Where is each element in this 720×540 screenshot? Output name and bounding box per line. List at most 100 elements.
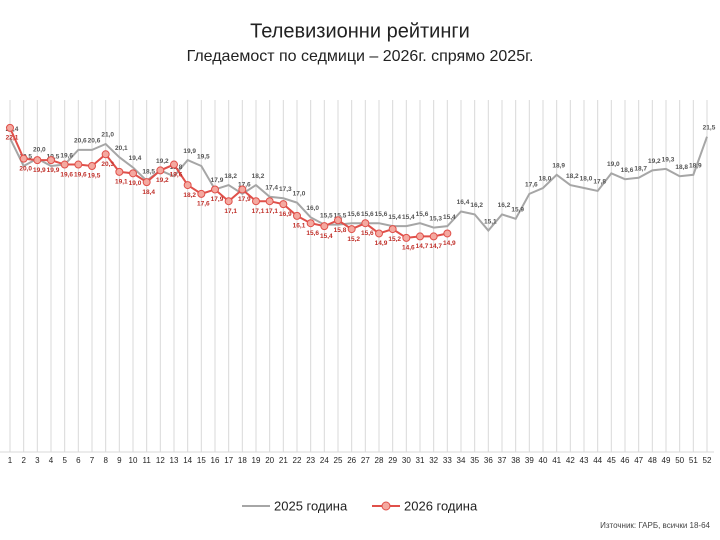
data-label: 18,6 bbox=[621, 167, 634, 174]
x-tick-label: 22 bbox=[293, 456, 302, 465]
marker bbox=[320, 222, 329, 231]
x-tick-label: 2 bbox=[21, 456, 26, 465]
x-tick-label: 40 bbox=[539, 456, 548, 465]
data-label: 18,5 bbox=[142, 168, 155, 175]
x-tick-label: 19 bbox=[252, 456, 261, 465]
data-label: 17,6 bbox=[238, 182, 251, 189]
data-label: 17,1 bbox=[265, 208, 278, 215]
marker bbox=[429, 232, 438, 241]
marker bbox=[33, 156, 42, 165]
x-tick-label: 1 bbox=[8, 456, 13, 465]
marker bbox=[306, 219, 315, 228]
x-tick-label: 25 bbox=[334, 456, 343, 465]
marker bbox=[224, 197, 233, 206]
data-label: 15,4 bbox=[443, 214, 456, 221]
data-label: 19,1 bbox=[115, 179, 128, 186]
data-label: 18,2 bbox=[566, 173, 579, 180]
x-tick-label: 36 bbox=[484, 456, 493, 465]
data-label: 20,0 bbox=[19, 165, 32, 172]
marker bbox=[416, 232, 424, 241]
x-tick-label: 29 bbox=[388, 456, 397, 465]
data-label: 18,7 bbox=[634, 165, 647, 172]
data-label: 19,5 bbox=[197, 154, 210, 161]
marker bbox=[265, 197, 274, 206]
data-label: 17,6 bbox=[197, 201, 210, 208]
marker bbox=[211, 185, 219, 194]
x-tick-label: 33 bbox=[443, 456, 452, 465]
marker bbox=[74, 160, 83, 169]
data-label: 18,8 bbox=[675, 164, 688, 171]
data-label: 18,9 bbox=[689, 163, 702, 170]
marker bbox=[47, 156, 55, 165]
marker bbox=[347, 225, 356, 234]
x-tick-label: 9 bbox=[117, 456, 122, 465]
x-tick-label: 16 bbox=[211, 456, 220, 465]
data-label: 17,8 bbox=[593, 179, 606, 186]
x-tick-label: 26 bbox=[347, 456, 356, 465]
data-label: 15,4 bbox=[320, 233, 333, 240]
x-tick-label: 18 bbox=[238, 456, 247, 465]
data-label: 15,5 bbox=[334, 212, 347, 219]
data-label: 17,3 bbox=[279, 186, 292, 193]
x-tick-label: 42 bbox=[566, 456, 575, 465]
data-label: 15,6 bbox=[375, 211, 388, 218]
x-tick-label: 41 bbox=[552, 456, 561, 465]
x-tick-label: 5 bbox=[62, 456, 67, 465]
data-label: 18,0 bbox=[580, 176, 593, 183]
data-label: 15,6 bbox=[416, 211, 429, 218]
source-note: Източник: ГАРБ, всички 18-64 bbox=[600, 521, 710, 530]
legend-label: 2025 година bbox=[274, 498, 348, 513]
chart-subtitle: Гледаемост по седмици – 2026г. спрямо 20… bbox=[187, 48, 534, 65]
x-tick-label: 38 bbox=[511, 456, 520, 465]
data-label: 22,1 bbox=[6, 135, 19, 142]
x-tick-label: 27 bbox=[361, 456, 370, 465]
data-label: 15,9 bbox=[511, 207, 524, 214]
data-label: 17,0 bbox=[293, 190, 306, 197]
data-label: 18,2 bbox=[183, 192, 196, 199]
data-label: 19,0 bbox=[129, 180, 142, 187]
marker bbox=[6, 123, 14, 132]
x-tick-label: 35 bbox=[470, 456, 479, 465]
data-label: 15,8 bbox=[334, 227, 347, 234]
data-label: 15,5 bbox=[320, 212, 333, 219]
marker bbox=[443, 229, 452, 238]
marker bbox=[156, 166, 165, 175]
data-label: 19,9 bbox=[33, 167, 46, 174]
data-label: 15,6 bbox=[361, 211, 374, 218]
data-label: 18,4 bbox=[142, 189, 155, 196]
data-label: 17,4 bbox=[265, 185, 278, 192]
marker bbox=[388, 225, 397, 234]
data-label: 15,4 bbox=[402, 214, 415, 221]
x-tick-label: 13 bbox=[170, 456, 179, 465]
data-label: 20,1 bbox=[115, 145, 128, 152]
x-tick-label: 23 bbox=[306, 456, 315, 465]
data-label: 20,0 bbox=[33, 146, 46, 153]
x-tick-label: 3 bbox=[35, 456, 40, 465]
x-tick-label: 39 bbox=[525, 456, 534, 465]
x-tick-label: 31 bbox=[416, 456, 425, 465]
marker bbox=[60, 160, 69, 169]
data-label: 19,9 bbox=[47, 167, 60, 174]
x-tick-label: 21 bbox=[279, 456, 288, 465]
data-label: 15,2 bbox=[347, 236, 360, 243]
marker bbox=[361, 219, 370, 228]
data-label: 16,2 bbox=[470, 202, 483, 209]
data-label: 15,6 bbox=[306, 230, 319, 237]
data-label: 15,4 bbox=[388, 214, 401, 221]
marker bbox=[375, 229, 383, 238]
marker bbox=[279, 200, 288, 209]
x-tick-label: 10 bbox=[129, 456, 138, 465]
data-label: 19,0 bbox=[607, 161, 620, 168]
x-tick-label: 43 bbox=[580, 456, 589, 465]
x-tick-label: 11 bbox=[143, 456, 152, 465]
data-label: 17,1 bbox=[224, 208, 237, 215]
x-tick-label: 51 bbox=[689, 456, 698, 465]
legend-marker bbox=[381, 501, 391, 511]
marker bbox=[293, 211, 301, 220]
data-label: 19,9 bbox=[183, 148, 196, 155]
data-label: 19,6 bbox=[170, 171, 183, 178]
data-label: 17,9 bbox=[238, 196, 251, 203]
x-tick-label: 4 bbox=[49, 456, 54, 465]
x-tick-label: 47 bbox=[634, 456, 643, 465]
data-label: 19,6 bbox=[60, 171, 73, 178]
